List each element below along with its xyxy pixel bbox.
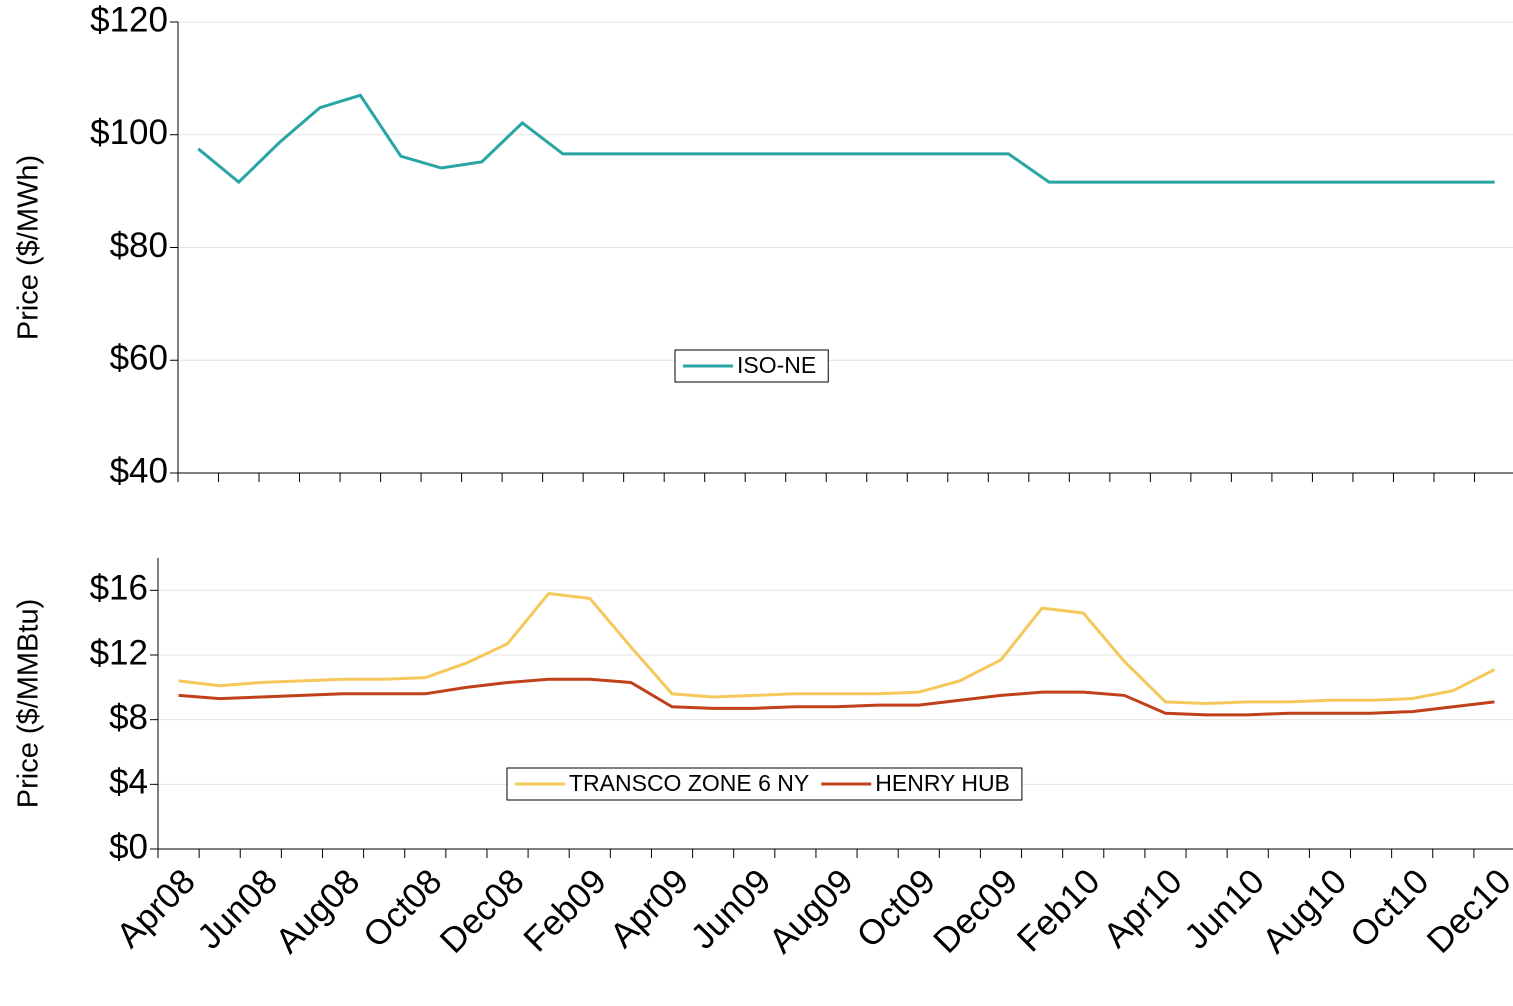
legend-box bbox=[506, 767, 1023, 801]
y-tick-label: $8 bbox=[109, 698, 148, 737]
x-tick-label: Jun08 bbox=[190, 862, 285, 957]
x-tick-label: Dec09 bbox=[926, 862, 1025, 961]
x-tick-label: Apr08 bbox=[109, 862, 203, 956]
x-tick-label: Aug09 bbox=[762, 862, 861, 961]
y-axis-label: Price ($/MMBtu) bbox=[13, 599, 45, 808]
legend-label: HENRY HUB bbox=[875, 770, 1010, 796]
legend-label: ISO-NE bbox=[737, 352, 816, 378]
legend: ISO-NE bbox=[674, 349, 829, 383]
x-tick-label: Dec10 bbox=[1420, 862, 1513, 961]
y-tick-label: $0 bbox=[109, 827, 148, 866]
x-tick-label: Dec08 bbox=[433, 862, 532, 961]
x-tick-label: Apr09 bbox=[603, 862, 697, 956]
y-tick-label: $120 bbox=[90, 0, 168, 39]
x-tick-label: Jun10 bbox=[1177, 862, 1272, 957]
y-tick-label: $100 bbox=[90, 113, 168, 152]
legend: TRANSCO ZONE 6 NY HENRY HUB bbox=[506, 767, 1023, 801]
series-line bbox=[197, 93, 1495, 185]
legend-label: TRANSCO ZONE 6 NY bbox=[569, 770, 809, 796]
x-tick-label: Oct10 bbox=[1343, 862, 1437, 956]
y-tick-label: $40 bbox=[110, 451, 168, 490]
x-tick-label: Oct08 bbox=[356, 862, 450, 956]
y-tick-label: $12 bbox=[90, 633, 148, 672]
x-tick-label: Jun09 bbox=[683, 862, 778, 957]
y-tick-label: $60 bbox=[110, 339, 168, 378]
x-tick-label: Oct09 bbox=[849, 862, 943, 956]
series-line bbox=[178, 677, 1495, 717]
x-tick-label: Apr10 bbox=[1096, 862, 1190, 956]
y-tick-label: $16 bbox=[90, 569, 148, 608]
x-tick-label: Feb10 bbox=[1010, 862, 1108, 960]
x-tick-label: Aug08 bbox=[268, 862, 367, 961]
y-tick-label: $4 bbox=[109, 763, 148, 802]
y-axis-label: Price ($/MWh) bbox=[13, 155, 45, 340]
y-tick-label: $80 bbox=[110, 226, 168, 265]
x-tick-label: Aug10 bbox=[1255, 862, 1354, 961]
series-line bbox=[178, 591, 1496, 706]
x-tick-label: Feb09 bbox=[516, 862, 614, 960]
